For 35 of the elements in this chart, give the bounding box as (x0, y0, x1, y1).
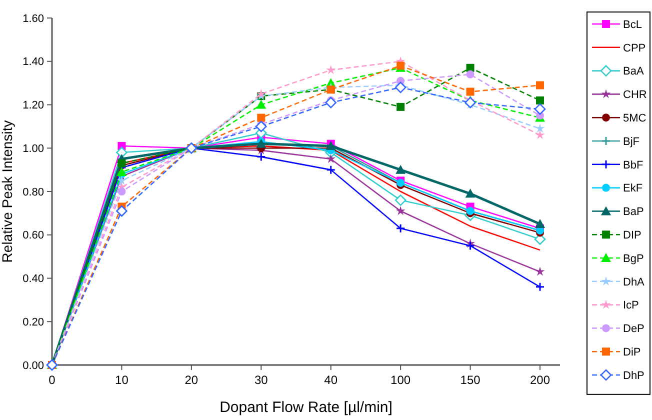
y-tick-label: 0.00 (22, 360, 44, 372)
legend-label: DiP (623, 346, 641, 358)
legend-label: BjF (623, 136, 640, 148)
y-tick-label: 0.40 (22, 273, 44, 286)
y-tick-label: 1.00 (22, 142, 44, 155)
legend-label: DhP (623, 370, 644, 382)
x-tick-label: 40 (324, 373, 338, 387)
legend-label: 5MC (623, 112, 646, 124)
x-tick-label: 10 (115, 373, 129, 387)
legend-label: BaA (623, 66, 644, 78)
y-tick-label: 0.20 (22, 316, 44, 328)
legend-label: EkF (623, 182, 643, 195)
x-tick-label: 30 (254, 373, 268, 387)
legend-label: CHR (623, 89, 647, 102)
y-tick-label: 1.40 (22, 56, 44, 68)
x-axis-title: Dopant Flow Rate [µl/min] (220, 399, 392, 416)
y-tick-label: 0.80 (22, 186, 44, 198)
legend-label: CPP (623, 42, 646, 54)
x-tick-label: 200 (530, 373, 550, 387)
x-tick-label: 100 (390, 373, 411, 387)
y-tick-label: 1.60 (22, 12, 44, 25)
x-tick-label: 0 (48, 373, 56, 387)
legend-label: BcL (623, 18, 642, 31)
y-tick-label: 1.20 (22, 100, 44, 112)
legend-label: DeP (623, 323, 644, 336)
legend-label: DhA (623, 276, 646, 288)
x-tick-label: 20 (184, 373, 198, 387)
legend-label: BaP (623, 206, 644, 218)
y-tick-label: 0.60 (22, 230, 44, 242)
x-tick-label: 150 (460, 373, 481, 387)
legend-label: BbF (623, 159, 644, 172)
legend-label: DIP (623, 229, 642, 242)
legend-label: BgP (623, 252, 644, 265)
legend-label: IcP (623, 300, 639, 312)
y-axis-title: Relative Peak Intensity (0, 120, 15, 263)
